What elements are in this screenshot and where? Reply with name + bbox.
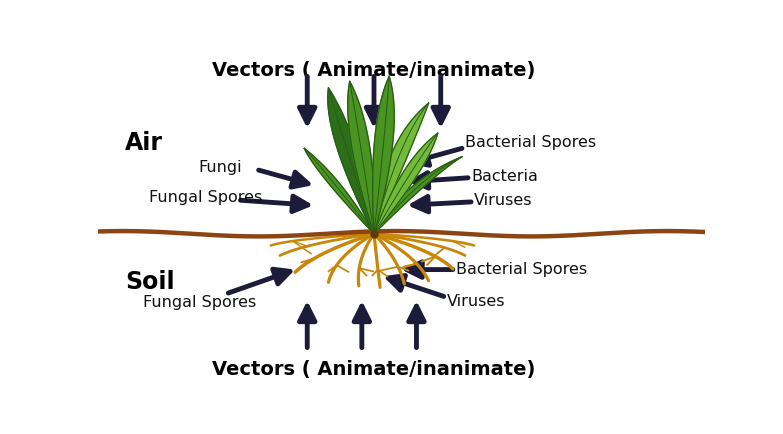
Text: Fungal Spores: Fungal Spores (150, 190, 263, 205)
Text: Viruses: Viruses (447, 293, 505, 309)
Polygon shape (373, 77, 394, 234)
Text: Viruses: Viruses (474, 193, 532, 208)
Text: Vectors ( Animate/inanimate): Vectors ( Animate/inanimate) (212, 60, 536, 79)
Polygon shape (374, 104, 428, 234)
Text: Bacteria: Bacteria (471, 169, 538, 184)
Polygon shape (374, 158, 462, 234)
Polygon shape (348, 82, 374, 234)
Polygon shape (374, 134, 438, 234)
Text: Air: Air (125, 130, 163, 154)
Text: Fungi: Fungi (198, 160, 242, 175)
Text: Soil: Soil (125, 269, 175, 293)
Polygon shape (328, 89, 374, 234)
Text: Bacterial Spores: Bacterial Spores (465, 135, 596, 150)
Text: Bacterial Spores: Bacterial Spores (456, 261, 587, 276)
Text: Fungal Spores: Fungal Spores (143, 295, 257, 309)
Text: Vectors ( Animate/inanimate): Vectors ( Animate/inanimate) (212, 359, 536, 378)
Polygon shape (305, 149, 374, 234)
